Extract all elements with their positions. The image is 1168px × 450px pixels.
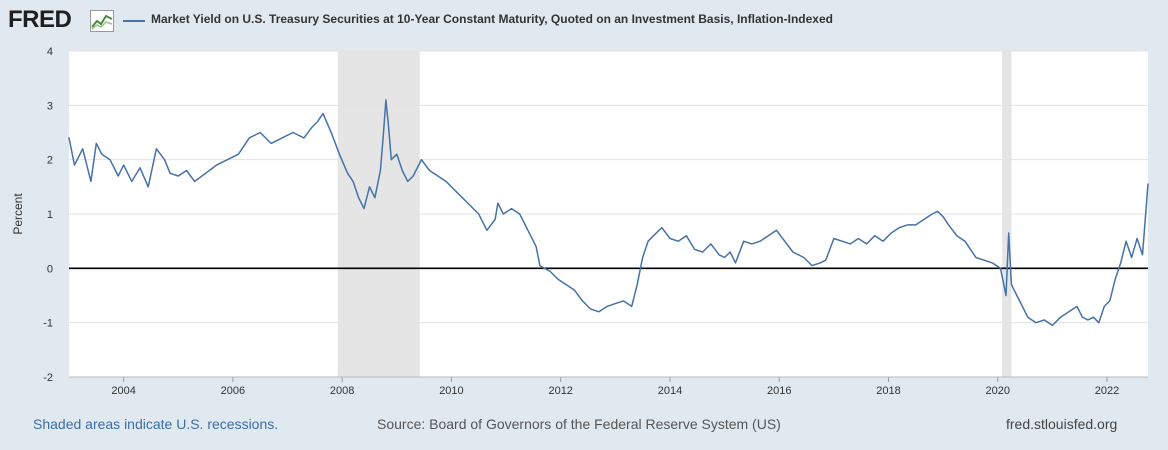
graph-icon [90,10,114,32]
x-tick-label: 2012 [548,385,572,397]
x-tick-label: 2006 [221,385,245,397]
x-tick-label: 2004 [111,385,135,397]
series-group[interactable] [68,99,1149,327]
x-tick-label: 2022 [1095,385,1119,397]
y-tick-label: -2 [43,372,53,384]
y-axis-title: Percent [11,193,25,235]
chart-header: FRED Market Yield on U.S. Treasury Secur… [8,6,1158,34]
site-link[interactable]: fred.stlouisfed.org [1006,416,1118,432]
x-tick-label: 2020 [986,385,1010,397]
series-line-1[interactable] [68,99,1149,327]
y-tick-label: -1 [43,318,53,330]
y-tick-label: 0 [47,263,53,275]
fred-logo[interactable]: FRED [8,6,72,33]
y-tick-label: 3 [47,100,53,112]
legend-swatch [123,20,145,22]
x-tick-label: 2018 [876,385,900,397]
recession-note[interactable]: Shaded areas indicate U.S. recessions. [33,416,279,432]
axis-labels-group: -2 -1 0 1 2 3 4 2004 2006 2008 2010 2012 2014 2016 201… [11,46,1148,397]
y-tick-label: 1 [47,209,53,221]
x-tick-label: 2014 [658,385,682,397]
chart-title: Market Yield on U.S. Treasury Securities… [151,12,833,26]
source-text: Source: Board of Governors of the Federa… [377,416,781,432]
y-tick-label: 4 [47,46,53,58]
x-tick-label: 2008 [330,385,354,397]
x-tick-label: 2010 [439,385,463,397]
y-tick-label: 2 [47,155,53,167]
x-tick-label: 2016 [767,385,791,397]
